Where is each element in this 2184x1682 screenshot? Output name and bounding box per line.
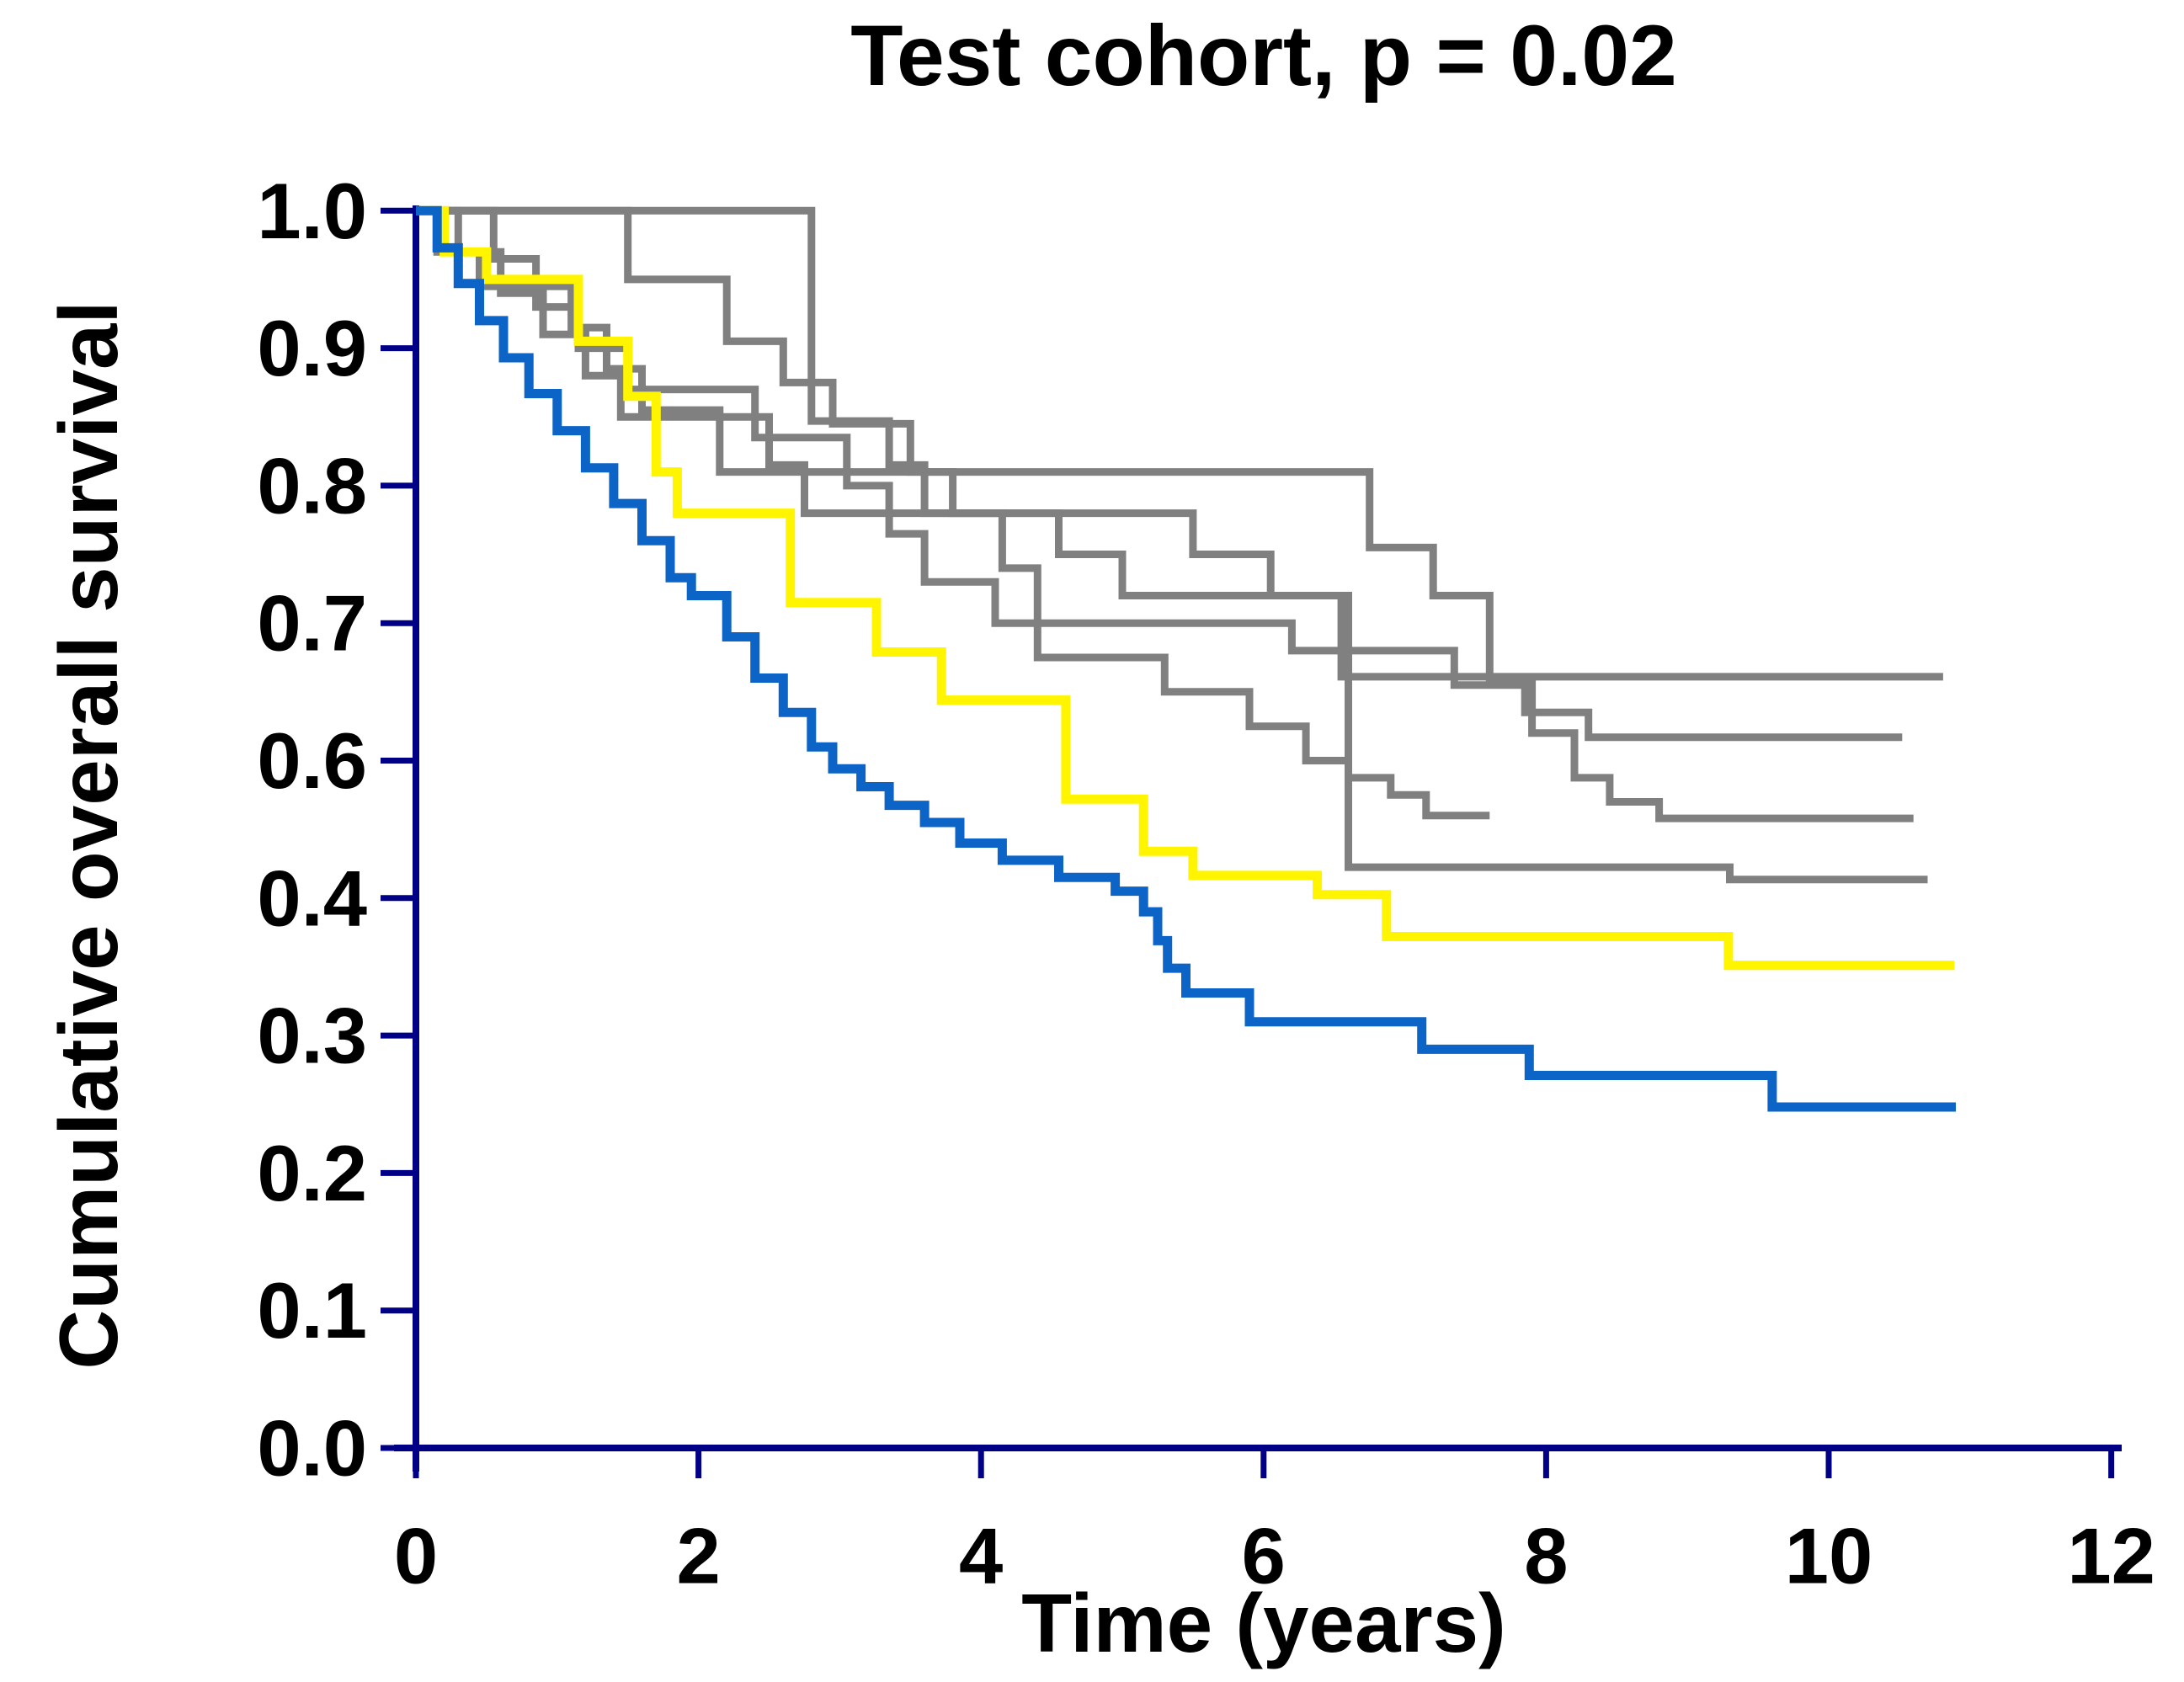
x-tick-label: 6 [1242,1512,1286,1600]
y-tick-label: 0.6 [257,716,367,805]
survival-curve-gray-cluster-3 [416,206,1914,822]
y-tick-label: 0.9 [257,304,367,392]
survival-curve-blue-cluster [416,205,1956,1112]
survival-curve-gray-cluster-1 [416,206,1943,681]
x-tick-label: 2 [676,1512,720,1600]
x-tick-label: 4 [959,1512,1003,1600]
y-tick-label: 0.2 [257,1129,367,1217]
x-tick-label: 0 [394,1512,438,1600]
y-tick-label: 0.7 [257,579,367,668]
y-tick-label: 0.3 [257,992,367,1080]
chart-title: Test cohort, p = 0.02 [850,8,1677,104]
y-tick-label: 0.1 [257,1266,367,1355]
survival-curve-yellow-cluster [416,205,1955,971]
y-tick-label: 0.8 [257,441,367,530]
x-tick-label: 10 [1785,1512,1873,1600]
x-tick-label: 8 [1524,1512,1568,1600]
survival-curve-gray-cluster-2 [416,206,1903,742]
x-tick-label: 12 [2067,1512,2155,1600]
y-tick-label: 1.0 [257,167,367,255]
y-tick-label: 0.0 [257,1404,367,1493]
y-tick-label: 0.4 [257,854,367,942]
x-axis-title: Time (years) [1021,1577,1506,1669]
